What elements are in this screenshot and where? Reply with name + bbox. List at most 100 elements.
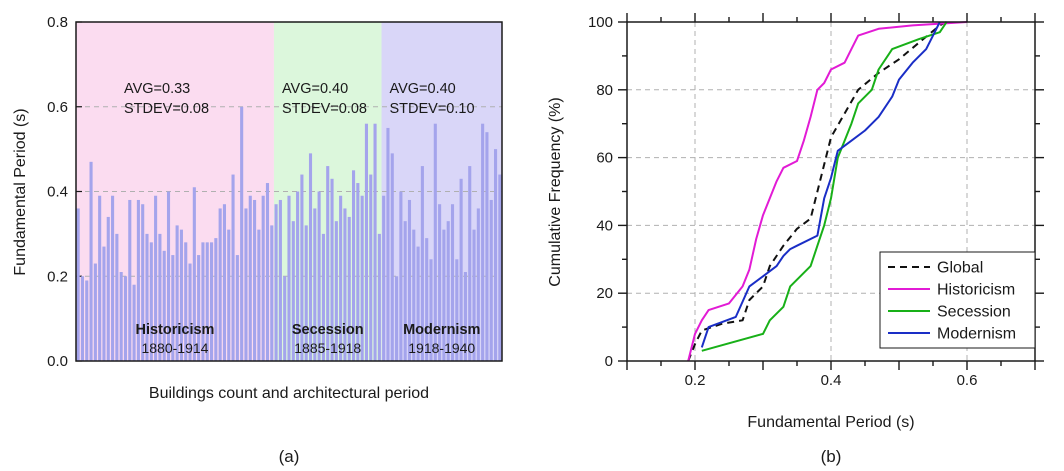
- bar: [476, 208, 480, 361]
- panel-label-b: (b): [821, 447, 842, 466]
- bar: [395, 276, 399, 361]
- bar: [158, 233, 162, 361]
- tick-marks-b: [618, 13, 1044, 370]
- y-tick-label: 40: [596, 217, 613, 234]
- period-years: 1880-1914: [141, 340, 208, 356]
- bar: [119, 272, 123, 361]
- stdev-label: STDEV=0.10: [390, 101, 475, 117]
- period-name: Historicism: [135, 322, 214, 338]
- bar: [227, 229, 231, 361]
- bar: [489, 199, 493, 361]
- plot-frame-a: [75, 21, 503, 362]
- avg-label: AVG=0.40: [282, 81, 348, 97]
- bar: [485, 132, 489, 361]
- bar: [416, 246, 420, 361]
- y-tick-labels: 0.0 0.2 0.4 0.6 0.8: [47, 14, 68, 370]
- bar: [214, 238, 218, 361]
- y-tick-label: 20: [596, 285, 613, 302]
- bar: [89, 161, 93, 361]
- period-years: 1885-1918: [294, 340, 361, 356]
- bar: [218, 208, 222, 361]
- bar: [265, 183, 270, 361]
- bar: [403, 221, 407, 361]
- legend-entry-historicism: Historicism: [937, 282, 1015, 299]
- series-line-secession: [701, 21, 948, 352]
- bar: [235, 255, 239, 361]
- bar: [201, 242, 205, 361]
- bar: [390, 153, 394, 361]
- bar: [287, 195, 291, 361]
- bar: [184, 242, 188, 361]
- bar: [80, 276, 85, 361]
- bar: [459, 178, 463, 361]
- legend-entry-global: Global: [937, 260, 983, 277]
- bar: [149, 242, 153, 361]
- bar: [446, 221, 450, 361]
- bar: [442, 229, 446, 361]
- bar: [472, 229, 476, 361]
- x-tick-label: 0.2: [685, 372, 706, 389]
- bar: [498, 174, 502, 361]
- bar: [386, 127, 390, 361]
- bar: [115, 233, 119, 361]
- bar: [399, 191, 403, 361]
- bar: [481, 123, 485, 361]
- bar: [145, 233, 149, 361]
- bar: [102, 246, 106, 361]
- bar: [330, 178, 334, 361]
- series-lines: [687, 21, 968, 362]
- bar: [123, 276, 128, 361]
- bar: [382, 195, 386, 361]
- period-annotations: AVG=0.33 STDEV=0.08 Historicism 1880-1914 AV…: [124, 81, 480, 356]
- bar: [175, 225, 179, 361]
- stdev-label: STDEV=0.08: [282, 101, 367, 117]
- bar: [128, 199, 132, 361]
- avg-label: AVG=0.40: [390, 81, 456, 97]
- bar: [106, 216, 110, 361]
- bar: [343, 208, 347, 361]
- legend-entry-secession: Secession: [937, 304, 1011, 321]
- bar: [179, 229, 183, 361]
- y-tick-label: 0.6: [47, 99, 68, 116]
- stdev-label: STDEV=0.08: [124, 101, 209, 117]
- y-tick-label: 60: [596, 150, 613, 167]
- avg-label: AVG=0.33: [124, 81, 190, 97]
- bar: [257, 229, 261, 361]
- bar: [369, 174, 373, 361]
- bar: [154, 195, 158, 361]
- y-tick-label: 100: [588, 14, 613, 31]
- series-line-modernism: [700, 21, 941, 348]
- bar: [209, 242, 214, 361]
- bar: [412, 229, 416, 361]
- y-tick-label: 0.2: [47, 268, 68, 285]
- bar: [425, 238, 429, 361]
- bar: [377, 233, 381, 361]
- bar: [455, 259, 459, 361]
- bar: [317, 191, 321, 361]
- bar: [261, 195, 265, 361]
- bar: [253, 199, 257, 361]
- period-name: Secession: [292, 322, 364, 338]
- bar: [270, 225, 274, 361]
- bar: [468, 166, 472, 361]
- bar: [98, 195, 102, 361]
- bar: [76, 208, 80, 361]
- bar: [438, 204, 442, 361]
- bars: [76, 106, 502, 361]
- bar: [493, 149, 498, 361]
- bar: [296, 191, 300, 361]
- y-tick-label: 0: [605, 353, 613, 370]
- legend-entry-modernism: Modernism: [937, 326, 1016, 343]
- y-tick-label: 0.0: [47, 353, 68, 370]
- bar: [304, 225, 308, 361]
- y-tick-label: 0.8: [47, 14, 68, 31]
- series-line-historicism: [687, 21, 968, 362]
- bar: [300, 174, 304, 361]
- bar: [244, 208, 248, 361]
- chart-a: 0.0 0.2 0.4 0.6 0.8 AVG=0.33 STDEV=0.08 Histor…: [12, 14, 503, 466]
- bar: [136, 199, 140, 361]
- bar: [248, 195, 252, 361]
- bar: [433, 123, 437, 361]
- bar: [192, 187, 196, 361]
